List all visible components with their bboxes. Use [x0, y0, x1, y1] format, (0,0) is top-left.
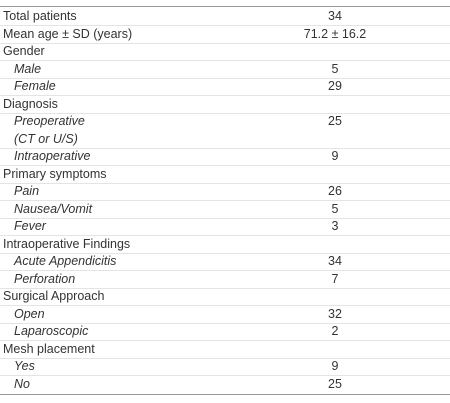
row-label: Intraoperative Findings: [3, 236, 131, 251]
row-value: 32: [328, 306, 342, 321]
row-value: 26: [328, 184, 342, 198]
row-label: Diagnosis: [3, 96, 58, 111]
row-label: Surgical Approach: [3, 289, 105, 303]
row-value: 3: [331, 219, 339, 233]
row-label: Laparoscopic: [14, 324, 89, 338]
row-separator: [0, 305, 450, 306]
row-value: 34: [328, 254, 342, 268]
row-label: Female: [14, 79, 56, 93]
row-separator: [0, 287, 450, 289]
row-value: 2: [331, 324, 339, 338]
row-separator: [0, 112, 450, 114]
row-value: 71.2 ± 16.2: [303, 26, 367, 41]
row-value: 5: [331, 201, 339, 216]
row-separator: [0, 182, 450, 184]
row-separator: [0, 60, 450, 61]
row-separator: [0, 165, 450, 166]
row-label: Mesh placement: [3, 341, 95, 356]
row-value: 29: [328, 79, 342, 93]
row-label: Total patients: [3, 9, 77, 23]
row-value: 25: [328, 376, 342, 391]
row-label: Acute Appendicitis: [14, 254, 117, 268]
row-separator: [0, 217, 450, 219]
row-label: No: [14, 376, 30, 391]
row-separator: [0, 270, 450, 271]
row-separator: [0, 200, 450, 201]
row-separator: [0, 322, 450, 324]
row-separator: [0, 77, 450, 79]
row-label: Nausea/Vomit: [14, 201, 93, 216]
row-separator: [0, 375, 450, 376]
row-label: Fever: [14, 219, 46, 233]
row-separator: [0, 42, 450, 44]
row-value: 9: [331, 359, 339, 373]
row-label: (CT or U/S): [14, 131, 78, 146]
row-separator: [0, 357, 450, 359]
row-value: 5: [331, 61, 339, 76]
row-label: Open: [14, 306, 45, 321]
row-separator: [0, 147, 450, 149]
row-label: Male: [14, 61, 42, 76]
row-label: Yes: [14, 359, 35, 373]
row-separator: [0, 340, 450, 341]
row-value: 34: [328, 9, 342, 23]
row-value: 7: [331, 271, 339, 286]
row-label: Primary symptoms: [3, 166, 107, 181]
row-label: Mean age ± SD (years): [3, 26, 133, 41]
row-label: Perforation: [14, 271, 76, 286]
row-label: Gender: [3, 44, 45, 58]
row-label: Intraoperative: [14, 149, 91, 163]
row-label: Preoperative: [14, 114, 85, 128]
row-separator: [0, 95, 450, 96]
top-rule: [0, 6, 450, 7]
row-value: 25: [328, 114, 342, 128]
row-value: 9: [331, 149, 339, 163]
bottom-rule: [0, 394, 450, 395]
row-label: Pain: [14, 184, 40, 198]
row-separator: [0, 25, 450, 26]
row-separator: [0, 252, 450, 254]
row-separator: [0, 235, 450, 236]
